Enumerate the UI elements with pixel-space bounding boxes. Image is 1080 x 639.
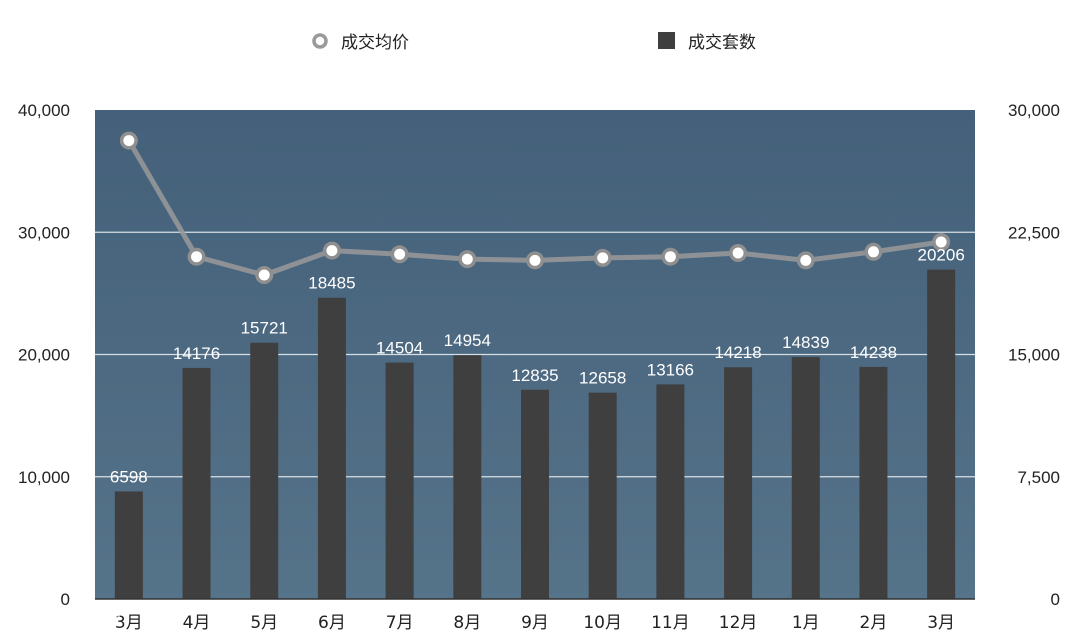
bubble-logo-icon (8, 605, 28, 625)
bar (317, 297, 346, 599)
price-marker-center (597, 252, 609, 264)
bar (182, 367, 211, 599)
legend-label-price: 成交均价 (341, 33, 409, 53)
bar-value-label: 6598 (110, 467, 148, 486)
bar-value-label: 14238 (850, 343, 897, 362)
right-axis-tick-label: 15,000 (1008, 346, 1060, 365)
x-axis-tick-label: 6月 (318, 613, 346, 633)
left-axis-tick-label: 40,000 (18, 101, 70, 120)
price-marker-center (123, 135, 135, 147)
watermark-text: 大数跨境 (50, 608, 122, 629)
right-axis-tick-label: 30,000 (1008, 101, 1060, 120)
bar-value-label: 13166 (647, 360, 694, 379)
watermark: 大数跨境 (8, 603, 122, 629)
bar (250, 342, 279, 599)
left-axis-tick-label: 0 (61, 590, 70, 609)
x-axis-tick-label: 5月 (250, 613, 278, 633)
bar-value-label: 14176 (173, 344, 220, 363)
right-axis-tick-label: 0 (1051, 590, 1060, 609)
x-axis-tick-label: 10月 (583, 613, 622, 633)
left-axis-tick-label: 20,000 (18, 346, 70, 365)
bar-value-label: 14839 (782, 333, 829, 352)
x-axis-tick-label: 12月 (719, 613, 758, 633)
right-axis-tick-label: 7,500 (1017, 468, 1060, 487)
x-axis-tick-label: 7月 (386, 613, 414, 633)
x-axis-tick-label: 4月 (183, 613, 211, 633)
legend-bar-swatch-icon (658, 32, 675, 49)
x-axis-tick-label: 8月 (453, 613, 481, 633)
price-marker-center (394, 248, 406, 260)
legend-line-marker-icon (312, 33, 328, 49)
price-marker-center (461, 253, 473, 265)
x-axis-tick-label: 9月 (521, 613, 549, 633)
price-marker-center (867, 246, 879, 258)
bar (385, 362, 414, 599)
x-axis-tick-label: 11月 (651, 613, 690, 633)
x-axis-tick-label: 2月 (860, 613, 888, 633)
bar-value-label: 20206 (918, 246, 965, 265)
price-marker-center (732, 247, 744, 259)
x-axis-tick-label: 1月 (792, 613, 820, 633)
price-marker-center (935, 236, 947, 248)
bar-value-label: 12658 (579, 369, 626, 388)
x-axis-tick-label: 3月 (927, 613, 955, 633)
bar (453, 355, 482, 599)
bubble-logo-icon-part (26, 603, 42, 619)
bar-value-label: 12835 (511, 366, 558, 385)
bar (927, 269, 956, 599)
price-marker-center (326, 245, 338, 257)
bar (114, 491, 143, 599)
bar-value-label: 14954 (444, 331, 491, 350)
price-marker-center (191, 251, 203, 263)
bar (656, 384, 685, 599)
left-axis-tick-label: 10,000 (18, 468, 70, 487)
price-marker-center (800, 254, 812, 266)
bar-value-label: 14504 (376, 339, 423, 358)
price-marker-center (529, 254, 541, 266)
bar (724, 367, 753, 599)
bar (791, 357, 820, 599)
left-axis-tick-label: 30,000 (18, 223, 70, 242)
right-axis-tick-label: 22,500 (1008, 223, 1060, 242)
x-axis-tick-label: 3月 (115, 613, 143, 633)
price-marker-center (664, 251, 676, 263)
bar (588, 392, 617, 599)
bar (521, 389, 549, 599)
bar-value-label: 14218 (714, 343, 761, 362)
legend-label-volume: 成交套数 (688, 33, 756, 53)
bar-value-label: 18485 (308, 274, 355, 293)
bar (859, 366, 888, 599)
bar-value-label: 15721 (241, 319, 288, 338)
price-marker-center (258, 269, 270, 281)
